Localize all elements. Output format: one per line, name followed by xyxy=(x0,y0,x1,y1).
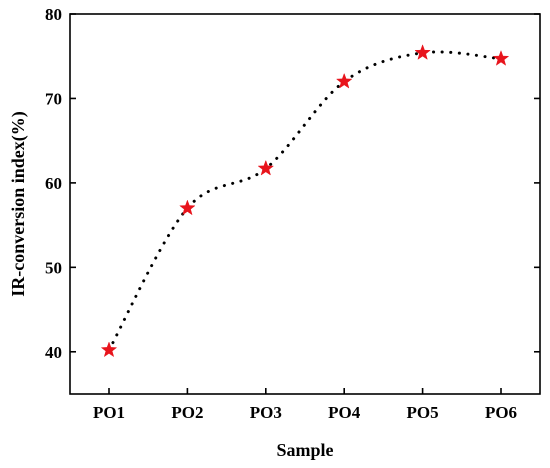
data-point-star-po3 xyxy=(257,159,275,176)
x-tick-label: PO2 xyxy=(171,403,203,422)
x-tick-label: PO1 xyxy=(93,403,125,422)
y-tick-label: 50 xyxy=(45,258,62,277)
y-axis: 40 50 60 70 80 xyxy=(45,5,540,362)
y-tick-label: 40 xyxy=(45,343,62,362)
data-point-star-po2 xyxy=(179,199,196,216)
data-point-star-po6 xyxy=(492,50,510,66)
data-point-star-po5 xyxy=(414,44,431,60)
data-markers xyxy=(100,44,510,358)
data-point-star-po1 xyxy=(100,341,118,358)
x-tick-label: PO6 xyxy=(485,403,517,422)
trend-line xyxy=(107,50,503,352)
y-tick-label: 60 xyxy=(45,174,62,193)
y-tick-label: 70 xyxy=(45,89,62,108)
x-axis-title: Sample xyxy=(276,440,333,460)
x-tick-label: PO4 xyxy=(328,403,361,422)
plot-frame xyxy=(69,13,541,395)
y-axis-title: IR-conversion index(%) xyxy=(8,111,29,297)
y-tick-label: 80 xyxy=(45,5,62,24)
x-tick-label: PO3 xyxy=(250,403,282,422)
data-point-star-po4 xyxy=(335,72,353,89)
x-axis: PO1 PO2 PO3 PO4 PO5 PO6 xyxy=(93,388,517,422)
x-tick-label: PO5 xyxy=(407,403,439,422)
